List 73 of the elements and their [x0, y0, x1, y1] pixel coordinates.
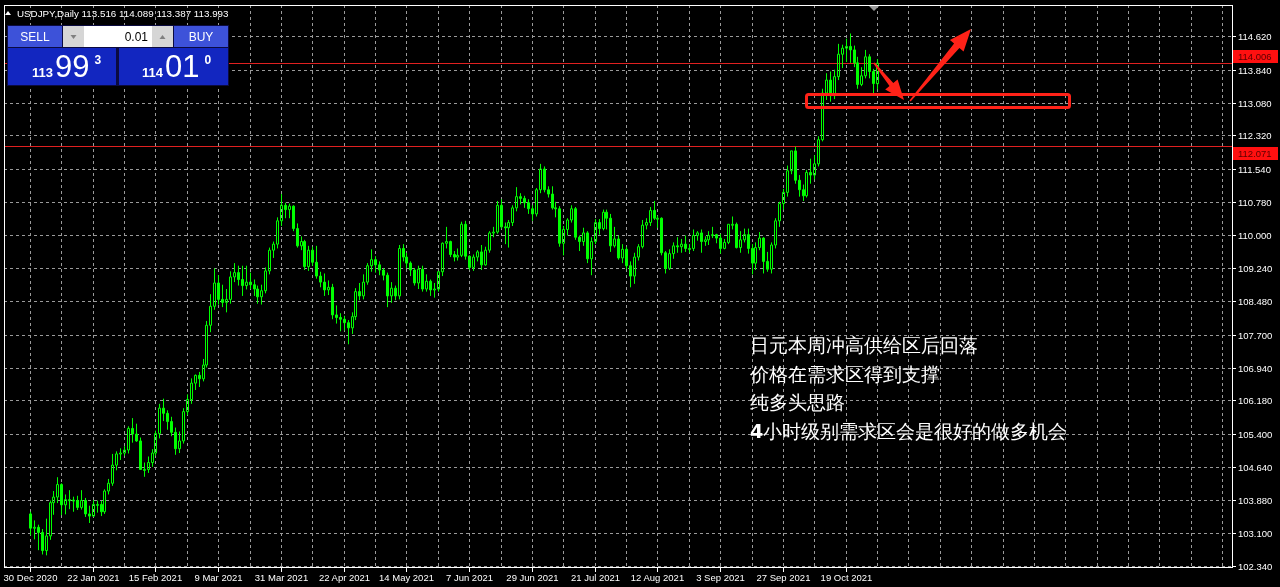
candlestick	[719, 233, 722, 255]
candlestick	[700, 228, 703, 254]
y-tick-label: 110.000	[1238, 230, 1272, 241]
y-tick-label: 114.620	[1238, 31, 1272, 42]
annotation: 0.01	[124, 30, 148, 44]
candlestick	[460, 221, 463, 258]
candlestick	[762, 236, 765, 274]
y-tick-label: 103.880	[1238, 495, 1273, 506]
y-tick-label: 108.480	[1238, 296, 1273, 307]
y-tick-label: 109.240	[1238, 263, 1273, 274]
y-tick-label: 102.340	[1238, 561, 1273, 572]
x-tick-label: 30 Dec 2020	[3, 572, 58, 583]
candlestick	[692, 228, 695, 252]
x-tick-label: 22 Jan 2021	[67, 572, 120, 583]
candlestick	[386, 272, 389, 308]
candlestick	[680, 238, 683, 254]
x-tick-label: 31 Mar 2021	[254, 572, 309, 583]
candlestick	[378, 260, 381, 276]
annotation: 日元本周冲高供给区后回落	[750, 334, 978, 356]
x-tick-label: 29 Jun 2021	[506, 572, 559, 583]
candlestick	[241, 265, 244, 297]
candlestick	[496, 200, 499, 235]
annotation: BUY	[188, 30, 214, 44]
candlestick	[68, 489, 71, 510]
annotation: 价格在需求区得到支撑	[750, 362, 940, 385]
candlestick	[96, 500, 99, 514]
annotation: 113	[32, 65, 53, 80]
candlestick	[849, 32, 852, 64]
y-tick-label: 111.540	[1238, 164, 1271, 175]
x-tick-label: 15 Feb 2021	[128, 572, 183, 583]
y-tick-label: 105.400	[1238, 429, 1273, 440]
x-tick-label: 21 Jul 2021	[570, 572, 621, 583]
annotation: 99$^{3}$	[55, 49, 102, 84]
y-tick-label: 113.840	[1238, 65, 1272, 76]
candlestick	[609, 213, 612, 253]
candlestick	[303, 239, 306, 271]
annotation: 纯多头思路	[750, 391, 845, 414]
y-tick-label: 113.080	[1238, 98, 1272, 109]
x-tick-label: 7 Jun 2021	[446, 572, 493, 583]
annotation: 114	[142, 65, 163, 80]
x-tick-label: 22 Apr 2021	[318, 572, 371, 583]
candlestick	[602, 209, 605, 231]
candlestick	[876, 58, 879, 90]
ref-label: 114.006	[1233, 50, 1278, 63]
candlestick	[417, 265, 420, 290]
title: USDJPY,Daily 113.516 114.089 113.387 113.993	[17, 8, 229, 19]
candlestick	[707, 230, 710, 246]
candlestick	[331, 283, 334, 320]
x-tick-label: 27 Sep 2021	[756, 572, 811, 583]
candlestick	[323, 272, 326, 297]
x-tick-label: 9 Mar 2021	[194, 572, 243, 583]
x-tick-label: 19 Oct 2021	[820, 572, 873, 583]
candlestick	[480, 244, 483, 271]
annotation: SELL	[20, 30, 50, 44]
candlestick	[684, 235, 687, 253]
y-tick-label: 107.700	[1238, 330, 1273, 341]
x-tick-label: 12 Aug 2021	[630, 572, 685, 583]
annotation: 01$^{0}$	[165, 49, 212, 84]
y-tick-label: 103.100	[1238, 528, 1273, 539]
candlestick	[37, 524, 40, 551]
candlestick	[472, 253, 475, 272]
x-tick-label: 14 May 2021	[379, 572, 434, 583]
x-tick-label: 3 Sep 2021	[696, 572, 745, 583]
annotation: 4小时级别需求区会是很好的做多机会	[750, 420, 1068, 443]
y-tick-label: 106.940	[1238, 363, 1273, 374]
y-tick-label: 104.640	[1238, 462, 1273, 473]
y-tick-label: 106.180	[1238, 395, 1273, 406]
y-tick-label: 112.320	[1238, 130, 1272, 141]
y-tick-label: 110.780	[1238, 197, 1272, 208]
candlestick	[29, 511, 32, 536]
candlestick	[421, 265, 424, 293]
ref-label: 112.071	[1233, 147, 1278, 160]
candlestick	[398, 244, 401, 300]
